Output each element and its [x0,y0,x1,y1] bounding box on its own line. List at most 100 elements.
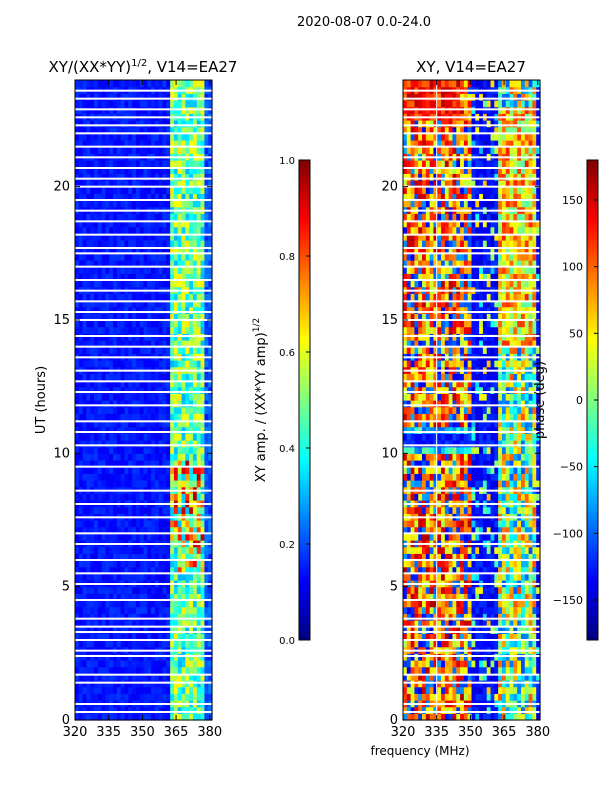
heatmap-cell [116,473,122,481]
heatmap-cell [501,693,507,701]
heatmap-cell [86,300,91,308]
heatmap-cell [204,560,209,568]
heatmap-cell [166,200,171,208]
heatmap-cell [97,166,103,174]
heatmap-cell [181,460,186,468]
heatmap-cell [135,373,141,381]
heatmap-cell [422,593,427,601]
heatmap-cell [158,306,164,314]
heatmap-cell [109,620,114,628]
heatmap-cell [479,660,484,668]
heatmap-cell [204,293,209,301]
heatmap-cell [113,380,118,388]
heatmap-cell [120,506,126,514]
heatmap-cell [170,413,175,421]
heatmap-cell [101,93,107,101]
heatmap-cell [154,633,160,641]
heatmap-cell [97,686,103,694]
heatmap-cell [124,400,129,408]
heatmap-cell [113,706,118,714]
heatmap-cell [200,193,205,201]
heatmap-cell [158,133,164,141]
heatmap-cell [410,593,416,601]
heatmap-cell [403,660,408,668]
heatmap-cell [132,200,137,208]
heatmap-cell [166,126,171,134]
heatmap-cell [90,440,95,448]
heatmap-cell [139,440,145,448]
heatmap-cell [128,140,133,148]
heatmap-cell [524,493,530,501]
heatmap-cell [173,506,179,514]
heatmap-cell [128,273,133,281]
heatmap-cell [162,526,167,534]
heatmap-cell [177,626,183,634]
heatmap-cell [97,306,103,314]
heatmap-cell [208,453,213,461]
heatmap-cell [173,213,179,221]
heatmap-cell [444,466,450,474]
heatmap-cell [524,600,530,608]
heatmap-cell [173,413,179,421]
heatmap-cell [86,326,91,334]
heatmap-cell [170,326,175,334]
heatmap-cell [403,613,408,621]
heatmap-cell [452,493,457,501]
heatmap-cell [456,593,461,601]
heatmap-cell [475,453,480,461]
heatmap-cell [189,640,194,648]
heatmap-cell [189,480,194,488]
heatmap-cell [158,260,164,268]
flagged-row-line [75,319,212,321]
heatmap-cell [147,266,152,274]
heatmap-cell [482,573,488,581]
heatmap-cell [181,340,186,348]
heatmap-cell [513,633,518,641]
heatmap-cell [94,300,99,308]
heatmap-cell [425,706,431,714]
heatmap-cell [97,160,103,168]
heatmap-cell [513,600,518,608]
heatmap-cell [505,520,511,528]
heatmap-cell [406,546,412,554]
heatmap-cell [200,126,205,134]
heatmap-cell [513,613,518,621]
heatmap-cell [124,640,129,648]
heatmap-cell [78,173,84,181]
heatmap-cell [75,406,80,414]
heatmap-cell [124,520,129,528]
heatmap-cell [143,620,148,628]
heatmap-cell [501,606,507,614]
flagged-row-line [75,156,212,159]
heatmap-cell [154,340,160,348]
heatmap-cell [147,480,152,488]
heatmap-cell [135,300,141,308]
heatmap-cell [94,280,99,288]
heatmap-cell [105,546,110,554]
heatmap-cell [90,180,95,188]
heatmap-cell [208,246,213,254]
heatmap-cell [109,413,114,421]
heatmap-cell [414,546,419,554]
heatmap-cell [173,246,179,254]
heatmap-cell [162,566,167,574]
heatmap-cell [158,706,164,714]
heatmap-cell [109,393,114,401]
heatmap-cell [173,193,179,201]
heatmap-cell [185,433,190,441]
heatmap-cell [128,533,133,541]
heatmap-cell [181,320,186,328]
heatmap-cell [170,200,175,208]
heatmap-cell [113,193,118,201]
heatmap-cell [185,440,190,448]
heatmap-cell [151,233,156,241]
heatmap-cell [139,140,145,148]
heatmap-cell [166,80,171,88]
heatmap-cell [189,166,194,174]
heatmap-cell [105,93,110,101]
heatmap-cell [181,426,186,434]
heatmap-cell [418,453,423,461]
heatmap-cell [151,446,156,454]
heatmap-cell [90,633,95,641]
heatmap-cell [406,473,412,481]
